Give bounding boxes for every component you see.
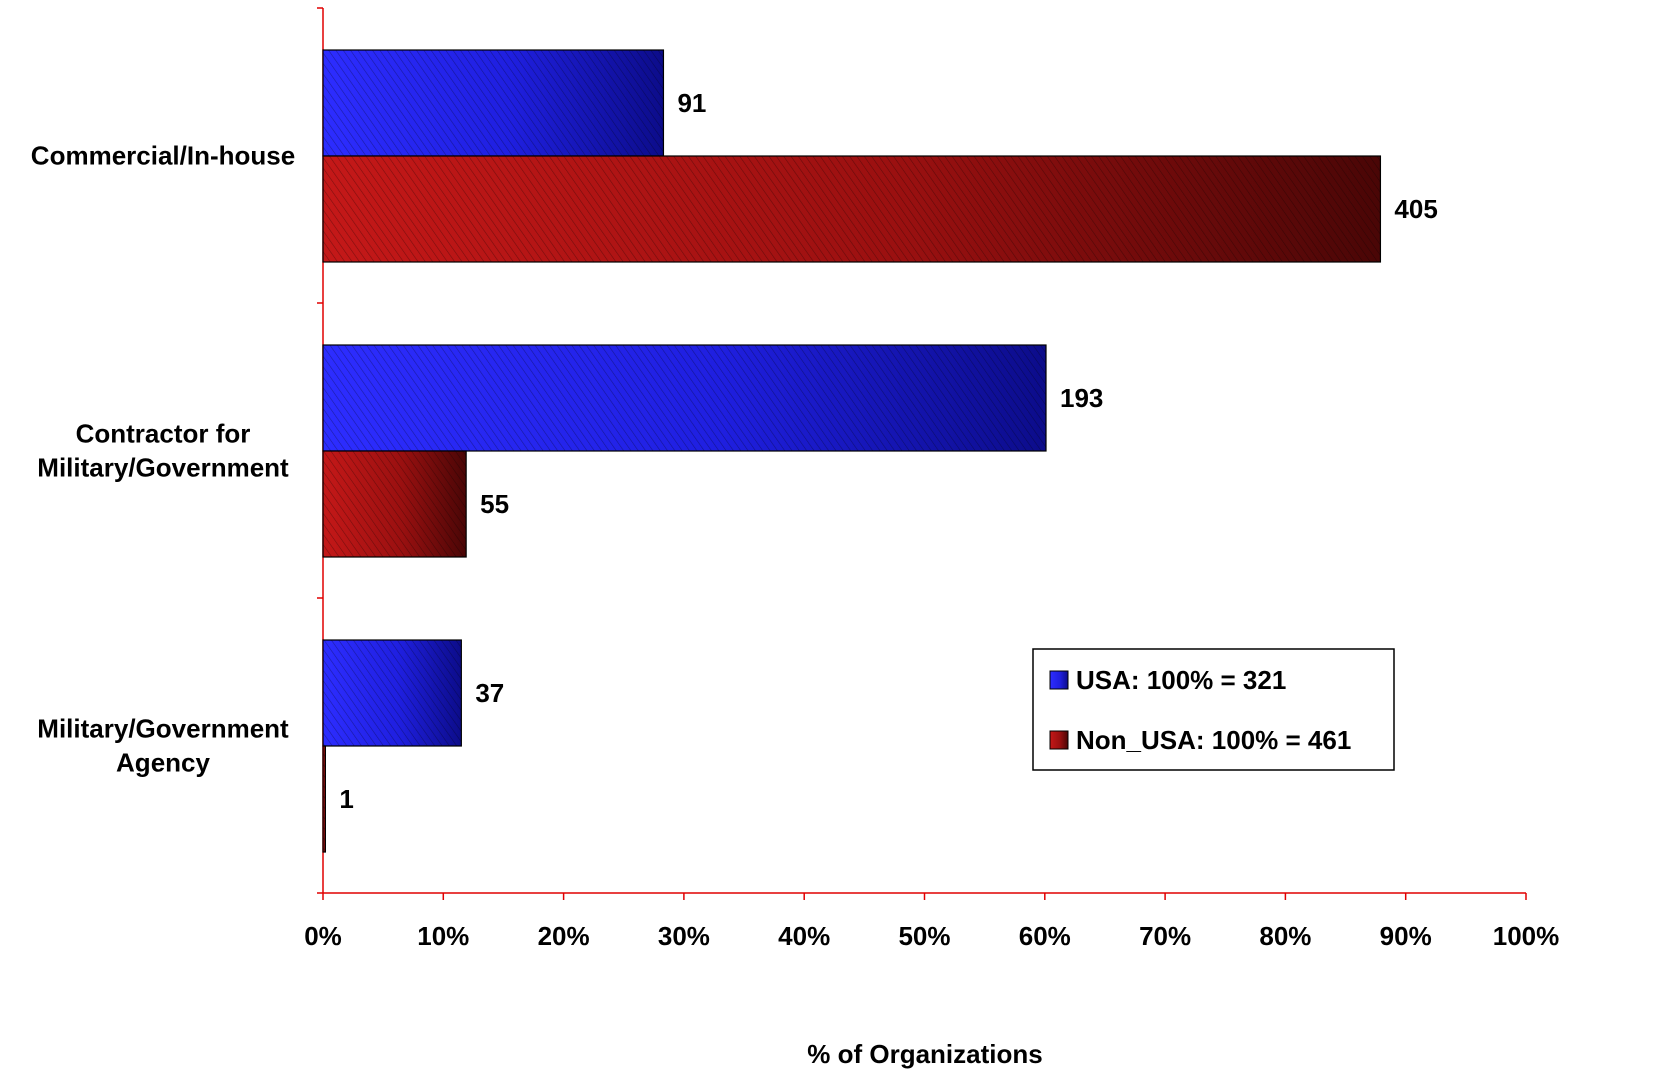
x-tick-label: 80% (1259, 921, 1311, 951)
bars (322, 49, 1382, 853)
data-label: 193 (1060, 383, 1103, 413)
x-tick-label: 0% (304, 921, 342, 951)
x-tick-label: 70% (1139, 921, 1191, 951)
data-label: 91 (677, 88, 706, 118)
category-label: Commercial/In-house (31, 141, 295, 171)
category-label: Contractor for (76, 419, 251, 449)
legend-swatch-usa (1049, 670, 1069, 690)
x-tick-label: 60% (1019, 921, 1071, 951)
axes: 0% 10% 20% 30% 40% 50% 60% 70% 80% 90% 100% (304, 7, 1560, 951)
x-tick-label: 50% (898, 921, 950, 951)
x-tick-label: 90% (1380, 921, 1432, 951)
legend: USA: 100% = 321 Non_USA: 100% = 461 (1032, 648, 1395, 771)
legend-box (1032, 648, 1395, 771)
x-tick-label: 40% (778, 921, 830, 951)
bar-texture (323, 345, 1047, 451)
x-tick-label: 10% (417, 921, 469, 951)
labels: Commercial/In-house Contractor for Militar… (31, 88, 1438, 814)
bar (322, 344, 1047, 452)
bar-texture (323, 50, 664, 156)
category-label: Agency (116, 748, 210, 778)
legend-label-usa: USA: 100% = 321 (1076, 665, 1286, 695)
x-tick-label: 100% (1493, 921, 1560, 951)
x-tick-label: 30% (658, 921, 710, 951)
data-label: 405 (1394, 194, 1437, 224)
legend-label-non-usa: Non_USA: 100% = 461 (1076, 725, 1351, 755)
bar-texture (323, 156, 1381, 262)
legend-swatch-non-usa (1049, 730, 1069, 750)
x-tick-label: 20% (538, 921, 590, 951)
bar (322, 155, 1382, 263)
data-label: 37 (475, 678, 504, 708)
category-label: Military/Government (37, 714, 289, 744)
category-label: Military/Government (37, 453, 289, 483)
bar-texture (323, 451, 467, 557)
bar (322, 49, 665, 157)
bar (322, 450, 467, 558)
bar (322, 745, 327, 853)
bar (322, 639, 462, 747)
data-label: 1 (339, 784, 353, 814)
bar-texture (323, 746, 326, 852)
x-axis-title: % of Organizations (807, 1039, 1042, 1069)
bar-texture (323, 640, 462, 746)
data-label: 55 (480, 489, 509, 519)
